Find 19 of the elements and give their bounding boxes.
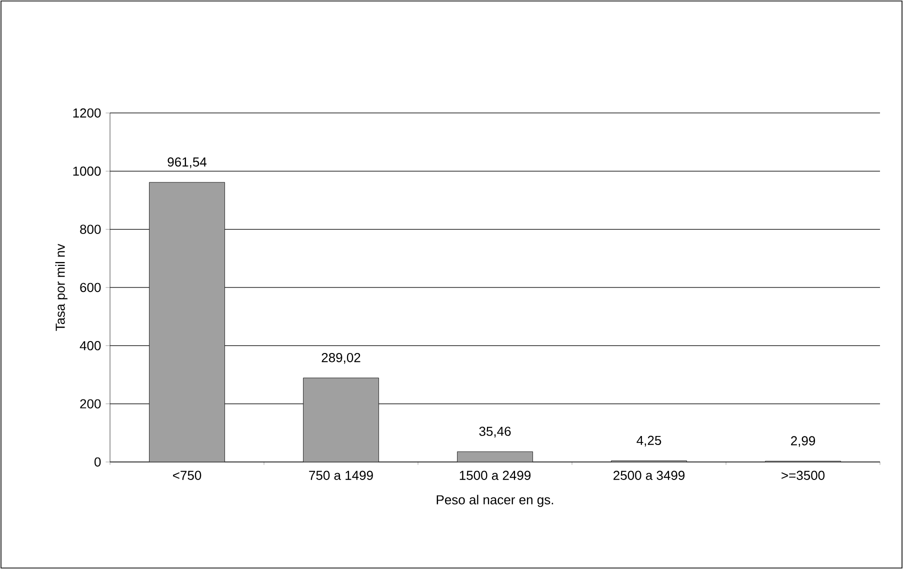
y-tick-label: 0: [94, 457, 101, 467]
x-tick-label: 1500 a 2499: [460, 470, 531, 480]
y-tick-label: 1000: [73, 166, 101, 176]
data-label: 961,54: [168, 157, 206, 168]
y-tick-label: 800: [80, 224, 101, 234]
data-label: 289,02: [322, 352, 360, 364]
x-tick-label: 750 a 1499: [309, 470, 373, 480]
y-axis-title: Tasa por mil nv: [55, 244, 68, 331]
y-tick-label: 1200: [73, 108, 101, 118]
x-tick-label: >=3500: [782, 470, 825, 480]
y-tick-label: 600: [80, 282, 101, 292]
data-label: 2,99: [791, 436, 816, 447]
x-axis-title: Peso al nacer en gs.: [436, 494, 554, 507]
data-label: 35,46: [479, 426, 511, 438]
y-tick-label: 200: [80, 399, 101, 408]
data-label: 4,25: [636, 436, 662, 447]
x-tick-label: 2500 a 3499: [614, 470, 685, 480]
x-tick-label: <750: [173, 470, 202, 480]
y-tick-label: 400: [80, 341, 101, 350]
